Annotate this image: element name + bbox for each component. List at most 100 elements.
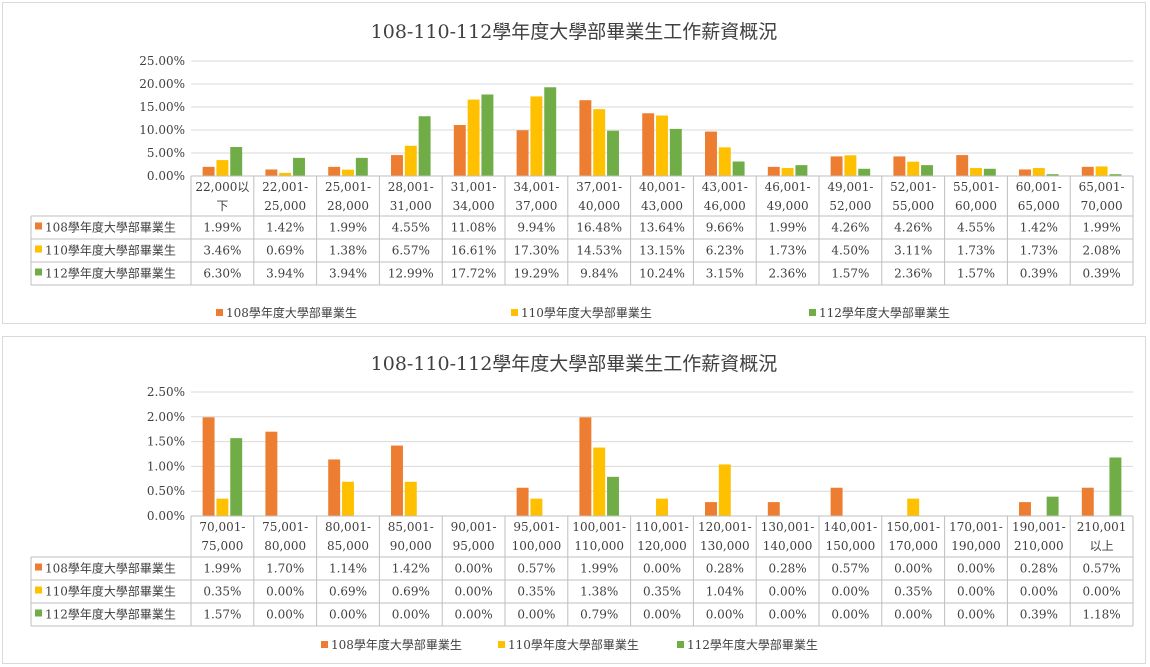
data-label: 1.99%: [329, 221, 367, 235]
data-label: 6.30%: [203, 267, 241, 281]
data-label: 0.39%: [1083, 267, 1121, 281]
chart-title: 108-110-112學年度大學部畢業生工作薪資概況: [370, 21, 778, 43]
x-tick-label: 43,001-: [702, 180, 748, 194]
data-label: 1.99%: [1083, 221, 1121, 235]
bar: [705, 502, 717, 516]
table-legend-key: [35, 222, 42, 230]
y-tick-label: 2.50%: [147, 385, 185, 399]
x-tick-label: 25,001-: [325, 180, 371, 194]
data-label: 0.00%: [1020, 585, 1058, 599]
data-label: 13.15%: [639, 244, 685, 258]
x-tick-label: 75,001-: [262, 520, 308, 534]
x-tick-label: 70,001-: [199, 520, 245, 534]
bar: [1019, 502, 1031, 516]
y-tick-label: 15.00%: [139, 100, 185, 114]
data-label: 0.00%: [266, 585, 304, 599]
data-label: 1.57%: [957, 267, 995, 281]
bar: [669, 128, 682, 176]
data-label: 9.94%: [517, 221, 555, 235]
bar: [907, 498, 920, 516]
bar: [983, 168, 996, 176]
bar: [767, 166, 780, 176]
x-tick-label: 28,000: [327, 199, 369, 213]
series-name: 110學年度大學部畢業生: [45, 243, 176, 258]
bar: [530, 498, 543, 516]
x-tick-label: 80,001-: [325, 520, 371, 534]
x-tick-label: 65,000: [1018, 199, 1060, 213]
data-label: 0.00%: [957, 585, 995, 599]
bar: [481, 94, 494, 176]
legend-key: [498, 641, 505, 648]
data-label: 0.69%: [392, 585, 430, 599]
data-label: 6.23%: [706, 244, 744, 258]
x-tick-label: 22,001-: [262, 180, 308, 194]
bar: [404, 481, 417, 516]
data-label: 0.00%: [831, 585, 869, 599]
x-tick-label: 130,001-: [761, 520, 815, 534]
data-label: 1.38%: [329, 244, 367, 258]
legend-key: [809, 309, 816, 316]
series-name: 110學年度大學部畢業生: [45, 584, 176, 599]
data-label: 0.00%: [957, 562, 995, 576]
bar: [391, 445, 403, 516]
y-tick-label: 0.00%: [147, 169, 185, 183]
x-tick-label: 70,000: [1081, 199, 1123, 213]
data-label: 0.00%: [392, 608, 430, 622]
chart-2-svg: 0.00% 0.50% 1.00% 1.50% 2.00% 2.50% 70,001- 75,…: [30, 385, 1134, 652]
x-tick-label: 140,001-: [824, 520, 878, 534]
data-label: 1.57%: [831, 267, 869, 281]
bar: [907, 161, 920, 176]
data-label: 1.04%: [706, 585, 744, 599]
data-label: 17.72%: [451, 267, 497, 281]
bar: [656, 115, 668, 176]
data-label: 0.00%: [455, 608, 493, 622]
bar: [230, 147, 243, 176]
x-tick-label: 65,001-: [1079, 180, 1125, 194]
legend-key: [511, 309, 518, 316]
y-tick-label: 0.50%: [147, 484, 185, 498]
x-tick-label: 55,001-: [953, 180, 999, 194]
data-label: 1.57%: [203, 608, 241, 622]
data-label: 0.00%: [329, 608, 367, 622]
y-tick-label: 20.00%: [139, 77, 185, 91]
x-tick-label: 210,000: [1014, 539, 1064, 553]
x-tick-label: 43,000: [641, 199, 683, 213]
x-tick-label: 110,001-: [635, 520, 689, 534]
x-tick-label: 85,001-: [388, 520, 434, 534]
bar: [230, 438, 243, 516]
data-label: 1.99%: [203, 221, 241, 235]
chart-panel-1: 108-110-112學年度大學部畢業生工作薪資概況 0.00% 5.00% 10.…: [2, 2, 1146, 324]
data-label: 0.79%: [580, 608, 618, 622]
x-tick-label: 25,000: [264, 199, 306, 213]
x-tick-label: 100,001-: [572, 520, 626, 534]
data-label: 1.38%: [580, 585, 618, 599]
data-label: 2.36%: [769, 267, 807, 281]
bar: [579, 417, 592, 516]
bar: [844, 155, 857, 176]
bar: [1095, 166, 1108, 176]
data-label: 0.00%: [643, 562, 681, 576]
x-tick-label: 60,001-: [1016, 180, 1062, 194]
bar: [607, 130, 619, 176]
chart-title: 108-110-112學年度大學部畢業生工作薪資概況: [370, 353, 778, 375]
data-label: 1.18%: [1083, 608, 1121, 622]
bar: [767, 502, 780, 516]
data-label: 4.55%: [957, 221, 995, 235]
data-label: 2.08%: [1083, 244, 1121, 258]
legend-label: 110學年度大學部畢業生: [508, 637, 639, 652]
data-label: 0.39%: [1020, 608, 1058, 622]
data-label: 0.28%: [1020, 562, 1058, 576]
legend-label: 110學年度大學部畢業生: [521, 305, 652, 320]
data-label: 1.73%: [957, 244, 995, 258]
x-tick-label: 95,001-: [513, 520, 559, 534]
data-label: 3.15%: [706, 267, 744, 281]
y-tick-label: 0.00%: [147, 509, 185, 523]
bar: [342, 481, 354, 516]
x-tick-label: 31,000: [390, 199, 432, 213]
table-legend-key: [35, 586, 42, 594]
x-tick-label: 60,000: [955, 199, 997, 213]
data-label: 0.57%: [517, 562, 555, 576]
data-label: 0.00%: [1083, 585, 1121, 599]
data-label: 0.35%: [894, 585, 932, 599]
data-label: 4.26%: [831, 221, 869, 235]
